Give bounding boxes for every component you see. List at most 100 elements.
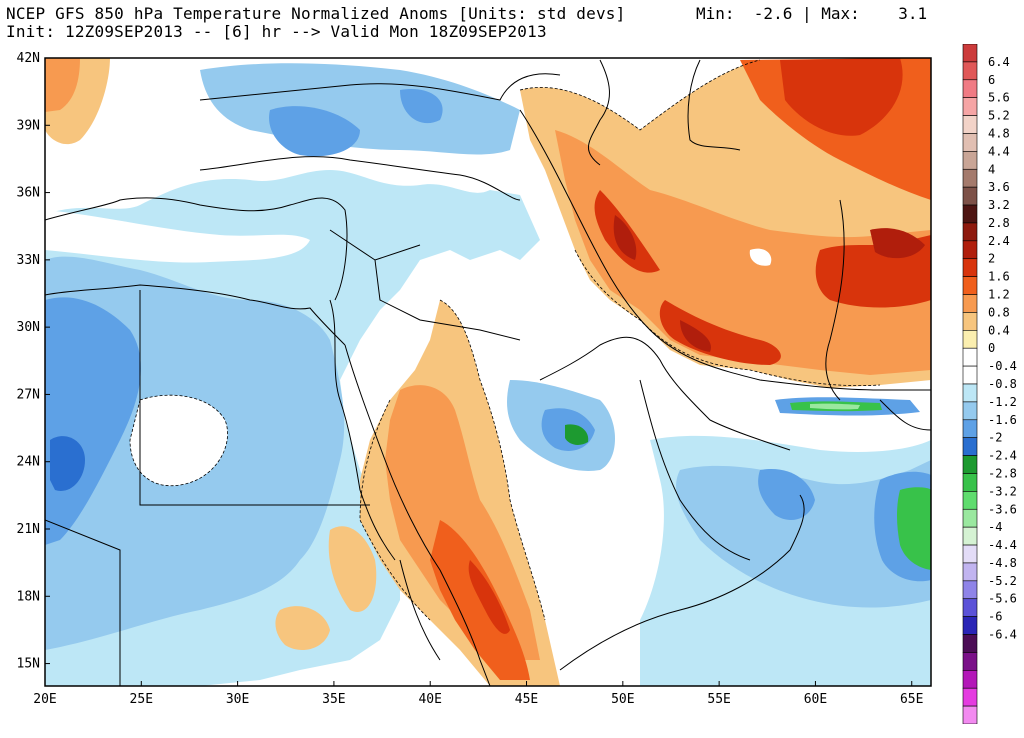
colorbar-swatch: [962, 330, 978, 349]
colorbar-label: 2.4: [988, 234, 1010, 248]
colorbar-label: -5.6: [988, 592, 1017, 606]
colorbar: 6.4 6 5.6 5.2 4.8 4.4 4 3.6 3.2 2.8 2.4 2 1.6 1.2 0.8 0…: [962, 44, 1017, 724]
lat-label: 15N: [17, 657, 40, 672]
chart-title: NCEP GFS 850 hPa Temperature Normalized …: [6, 4, 626, 23]
colorbar-label: 0: [988, 341, 995, 355]
colorbar-swatch: [962, 526, 978, 546]
colorbar-swatch: [962, 186, 978, 206]
lat-label: 18N: [17, 589, 40, 604]
colorbar-swatch: [962, 258, 978, 277]
colorbar-swatch: [962, 168, 978, 188]
colorbar-swatch: [962, 133, 978, 152]
colorbar-label: 6.4: [988, 55, 1010, 69]
colorbar-swatch: [962, 79, 978, 98]
colorbar-swatch: [962, 401, 978, 421]
colorbar-label: -3.2: [988, 484, 1017, 498]
longitude-labels: 20E 25E 30E 35E 40E 45E 50E 55E 60E 65E: [33, 692, 923, 707]
colorbar-label: 4.8: [988, 126, 1010, 140]
lat-label: 39N: [17, 118, 40, 133]
colorbar-swatch: [962, 544, 978, 564]
colorbar-label: 6: [988, 73, 995, 87]
lon-label: 55E: [707, 692, 730, 707]
colorbar-label: -4.4: [988, 538, 1017, 552]
lat-label: 24N: [17, 455, 40, 470]
colorbar-swatch: [962, 508, 978, 528]
lon-label: 20E: [33, 692, 56, 707]
colorbar-swatch: [962, 97, 978, 116]
colorbar-swatch: [962, 151, 978, 170]
lat-label: 33N: [17, 253, 40, 268]
colorbar-swatch: [962, 312, 978, 331]
colorbar-swatch: [962, 580, 978, 600]
colorbar-label: -1.2: [988, 395, 1017, 409]
coastlines: [45, 59, 931, 686]
colorbar-label: -4: [988, 520, 1002, 534]
colorbar-swatch: [962, 240, 978, 260]
colorbar-swatch: [962, 705, 978, 724]
colorbar-label: -5.2: [988, 574, 1017, 588]
lat-label: 30N: [17, 320, 40, 335]
latitude-labels: 42N 39N 36N 33N 30N 27N 24N 21N 18N 15N: [17, 51, 40, 672]
lon-label: 30E: [226, 692, 249, 707]
colorbar-swatch: [962, 347, 978, 367]
chart-subtitle: Init: 12Z09SEP2013 -- [6] hr --> Valid M…: [6, 22, 547, 41]
colorbar-swatch: [962, 276, 978, 295]
colorbar-label: 5.2: [988, 109, 1010, 123]
colorbar-label: -2: [988, 431, 1002, 445]
colorbar-label: 0.8: [988, 305, 1010, 319]
colorbar-swatch: [962, 115, 978, 134]
colorbar-swatch: [962, 365, 978, 385]
colorbar-swatch: [962, 44, 978, 63]
colorbar-swatch: [962, 222, 978, 242]
lon-label: 65E: [900, 692, 923, 707]
axis-ticks: [44, 57, 913, 686]
lon-label: 60E: [804, 692, 827, 707]
colorbar-swatch: [962, 687, 978, 707]
lat-label: 21N: [17, 522, 40, 537]
colorbar-swatch: [962, 437, 978, 456]
colorbar-label: 3.2: [988, 198, 1010, 212]
min-max-readout: Min: -2.6 | Max: 3.1: [696, 4, 928, 23]
colorbar-label: -0.8: [988, 377, 1017, 391]
lon-label: 40E: [418, 692, 441, 707]
colorbar-swatch: [962, 634, 978, 653]
colorbar-label: 0.4: [988, 323, 1010, 337]
colorbar-swatch: [962, 294, 978, 313]
colorbar-swatch: [962, 652, 978, 671]
lon-label: 25E: [130, 692, 153, 707]
colorbar-label: -4.8: [988, 556, 1017, 570]
colorbar-label: -2.8: [988, 466, 1017, 480]
colorbar-label: 4: [988, 162, 995, 176]
colorbar-swatch: [962, 455, 978, 474]
colorbar-swatch: [962, 383, 978, 403]
colorbar-swatch: [962, 598, 978, 617]
lat-label: 27N: [17, 387, 40, 402]
colorbar-label: 2: [988, 252, 995, 266]
colorbar-label: -2.4: [988, 449, 1017, 463]
zero-contours: [129, 59, 881, 621]
colorbar-swatch: [962, 616, 978, 635]
colorbar-label: -3.6: [988, 502, 1017, 516]
colorbar-label: -6: [988, 610, 1002, 624]
colorbar-label: -0.4: [988, 359, 1017, 373]
colorbar-label: 5.6: [988, 91, 1010, 105]
lat-label: 42N: [17, 51, 40, 66]
map-field: [45, 58, 931, 686]
lat-label: 36N: [17, 186, 40, 201]
colorbar-label: 1.2: [988, 288, 1010, 302]
colorbar-swatch: [962, 562, 978, 582]
colorbar-swatch: [962, 473, 978, 492]
map-frame: [44, 57, 932, 687]
colorbar-swatch: [962, 61, 978, 81]
colorbar-label: 4.4: [988, 144, 1010, 158]
colorbar-swatch: [962, 491, 978, 510]
lon-label: 45E: [515, 692, 538, 707]
lon-label: 50E: [611, 692, 634, 707]
colorbar-swatch: [962, 670, 978, 689]
colorbar-label: 3.6: [988, 180, 1010, 194]
colorbar-swatch: [962, 419, 978, 438]
colorbar-label: 1.6: [988, 270, 1010, 284]
colorbar-label: -1.6: [988, 413, 1017, 427]
lon-label: 35E: [322, 692, 345, 707]
